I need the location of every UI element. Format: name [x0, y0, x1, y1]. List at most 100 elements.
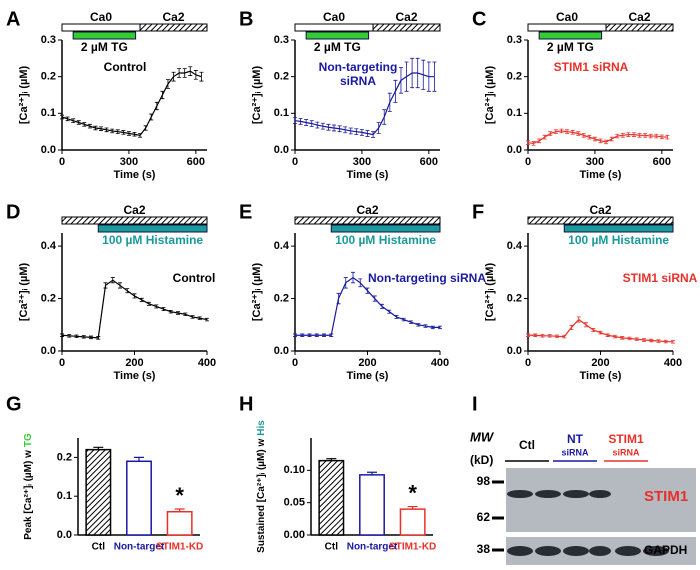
error-bar: [423, 324, 428, 328]
error-bar: [598, 330, 603, 335]
error-bar: [671, 340, 675, 344]
panel-letter: F: [472, 201, 484, 223]
y-tick-label: 0.2: [274, 71, 289, 83]
error-bar: [154, 304, 159, 309]
panel-letter: I: [472, 393, 478, 415]
error-bar: [354, 128, 359, 135]
error-bar: [139, 297, 144, 302]
error-bar: [326, 458, 337, 461]
series-name: STIM1 siRNA: [622, 271, 698, 285]
x-tick-label: STIM1-KD: [156, 542, 203, 553]
error-bar: [154, 101, 159, 111]
error-bar: [143, 125, 148, 131]
error-bar: [89, 335, 93, 340]
error-bar: [659, 134, 664, 140]
error-bar: [160, 90, 165, 100]
period-bar: [605, 23, 674, 32]
error-bar: [205, 317, 209, 322]
x-tick-label: 200: [358, 357, 376, 369]
series-line: [61, 70, 202, 136]
error-bar: [656, 339, 661, 343]
treatment-label: 100 µM Histamine: [568, 233, 669, 247]
error-bar: [126, 131, 131, 136]
period-bar: [527, 216, 674, 225]
series-name: Control: [103, 60, 147, 74]
error-bar: [359, 129, 364, 136]
y-tick-label: 0.0: [57, 529, 72, 541]
y-axis-label-text: Sustained [Ca²⁺]ᵢ (µM) w: [256, 439, 267, 553]
blot-strip: [506, 468, 696, 532]
error-bar: [416, 323, 421, 327]
y-axis-label: [Ca²⁺]ᵢ (µM): [484, 263, 496, 322]
y-axis-label: [Ca²⁺]ᵢ (µM): [251, 263, 263, 322]
treatment-bar: [538, 31, 603, 40]
error-bar: [648, 133, 653, 139]
x-tick-label: 600: [187, 156, 205, 168]
y-tick-label: 0.4: [274, 240, 290, 252]
error-bar: [438, 325, 442, 330]
error-bar: [587, 134, 592, 140]
y-axis-label: [Ca²⁺]ᵢ (µM): [251, 66, 263, 125]
error-bar: [553, 129, 558, 134]
error-bar: [426, 61, 431, 92]
error-bar: [125, 288, 130, 294]
mw-marker: 62: [477, 510, 491, 524]
error-bar: [132, 132, 137, 137]
error-bar: [326, 123, 331, 131]
x-axis-label: Time (s): [114, 169, 156, 181]
error-bar: [581, 133, 586, 138]
period-label: Ca2: [589, 203, 611, 217]
x-tick-label: 0: [292, 357, 298, 369]
error-bar: [654, 133, 659, 139]
y-tick-label: 0.0: [507, 345, 522, 357]
error-bar: [93, 446, 104, 450]
x-tick-label: 0: [292, 156, 298, 168]
error-bar: [343, 277, 348, 289]
error-bar: [182, 68, 187, 78]
error-bar: [118, 282, 122, 289]
treatment-label: 100 µM Histamine: [102, 233, 203, 247]
x-axis-label: Time (s): [347, 370, 389, 382]
period-label: Ca2: [629, 10, 651, 24]
error-bar: [559, 128, 564, 134]
lane-label: STIM1: [608, 432, 644, 446]
y-tick-label: 0.0: [274, 144, 289, 156]
x-tick-label: Ctl: [92, 542, 106, 553]
error-bar: [134, 456, 144, 462]
x-tick-label: 0: [525, 357, 531, 369]
period-bar: [139, 23, 208, 32]
error-bar: [67, 334, 72, 338]
error-bar: [138, 133, 143, 138]
lane-label: NT: [567, 432, 584, 446]
error-bar: [642, 338, 646, 342]
y-tick-label: 0.2: [507, 292, 522, 304]
error-bar: [87, 123, 92, 129]
x-tick-label: Ctl: [325, 542, 339, 553]
error-bar: [401, 317, 406, 322]
error-bar: [329, 333, 334, 337]
error-bar: [570, 130, 575, 135]
y-tick-label: 0.2: [274, 292, 289, 304]
panel-letter: D: [6, 201, 20, 223]
error-bar: [605, 333, 610, 337]
error-bar: [637, 133, 642, 138]
error-bar: [199, 71, 204, 82]
y-tick-label: 0.3: [41, 34, 56, 46]
error-bar: [293, 333, 297, 337]
error-bar: [562, 334, 567, 339]
significance: *: [408, 480, 417, 505]
error-bar: [626, 132, 631, 137]
y-tick-label: 0.4: [41, 240, 57, 252]
series-line: [294, 72, 435, 136]
error-bar: [537, 138, 542, 144]
bar: [359, 474, 385, 536]
error-bar: [415, 57, 420, 89]
period-label: Ca2: [123, 203, 145, 217]
error-bar: [171, 71, 176, 82]
x-tick-label: 400: [431, 357, 449, 369]
y-tick-label: 0.1: [507, 107, 522, 119]
error-bar: [620, 336, 625, 340]
period-bar: [61, 216, 208, 225]
series-label: Non-targeting siRNA: [368, 271, 486, 285]
